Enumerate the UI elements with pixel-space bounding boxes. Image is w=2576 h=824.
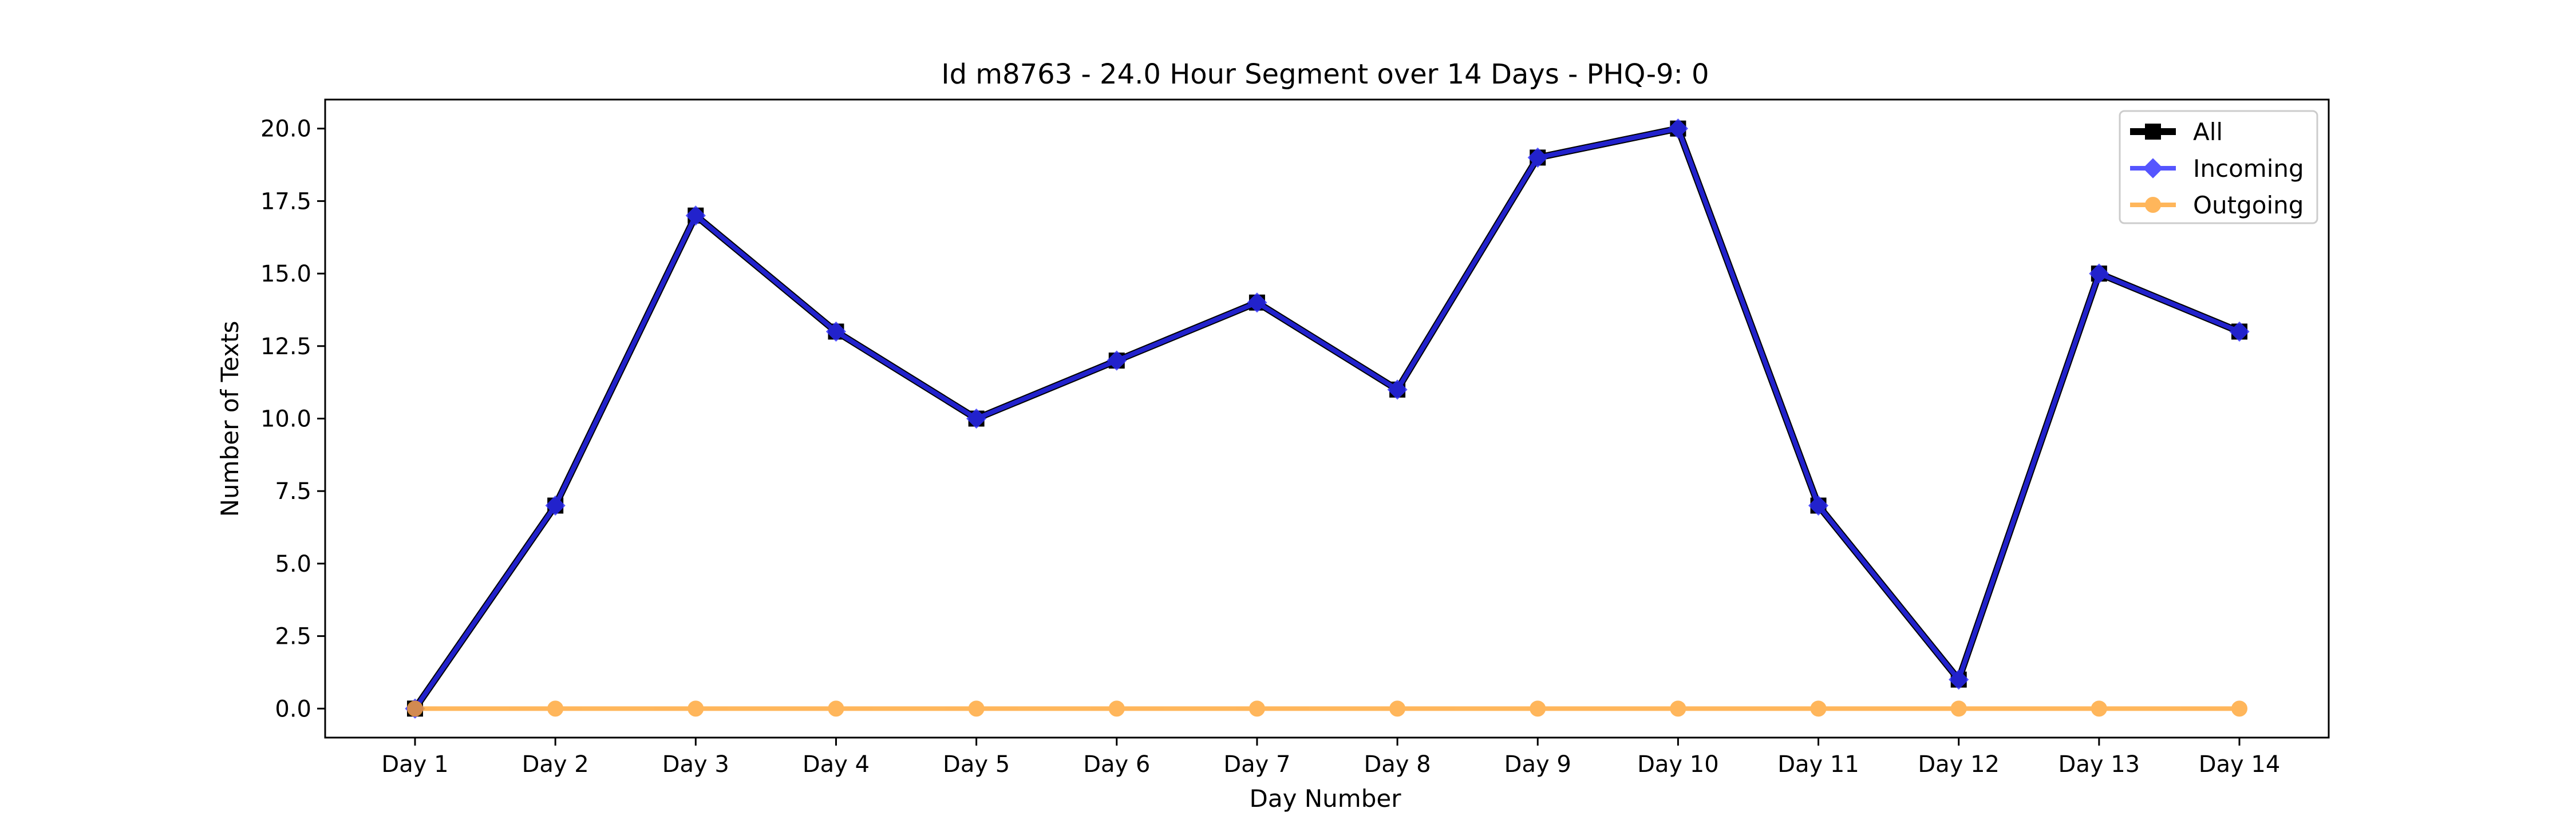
data-point [407,700,423,717]
x-tick-label: Day 2 [522,751,589,778]
data-point [825,321,847,342]
data-point [828,700,844,717]
legend-swatch-marker [2143,158,2163,179]
legend-entry [2130,158,2176,179]
x-tick-label: Day 13 [2059,751,2140,778]
y-tick-label: 20.0 [260,116,311,142]
data-point [1530,700,1546,717]
data-point [1107,350,1127,371]
data-point [685,205,706,226]
data-point [1108,700,1125,717]
plot-frame [324,98,2330,739]
x-tick-label: Day 7 [1223,751,1290,778]
series-line [413,126,2242,711]
data-point [1808,495,1829,516]
chart-title: Id m8763 - 24.0 Hour Segment over 14 Day… [941,58,1709,90]
y-tick-label: 10.0 [260,406,311,433]
x-axis-label: Day Number [1249,785,1401,813]
legend-label: All [2193,118,2223,146]
x-tick-label: Day 12 [1918,751,2000,778]
data-point [1389,700,1406,717]
x-tick-label: Day 14 [2199,751,2281,778]
data-point [2229,321,2250,342]
series-layer [405,118,2250,719]
data-point [1670,700,1686,717]
data-point [2231,700,2247,717]
data-point [966,408,987,429]
series-all [407,120,2247,717]
data-point [2091,700,2107,717]
y-axis: 0.0 2.5 5.0 7.5 10.0 12.5 15.0 17.5 20.0 [260,116,325,722]
data-point [1810,700,1827,717]
x-axis: Day 1 Day 2 Day 3 Day 4 Day 5 Day 6 Day 7 Day 8… [381,738,2280,778]
data-point [1249,700,1265,717]
x-tick-label: Day 5 [943,751,1010,778]
legend: All Incoming Outgoing [2119,110,2318,224]
x-tick-label: Day 1 [381,751,448,778]
data-point [1950,700,1967,717]
x-tick-label: Day 10 [1637,751,1719,778]
data-point [1387,379,1408,400]
x-tick-label: Day 4 [803,751,870,778]
data-point [1527,147,1548,168]
series-outgoing [407,700,2247,717]
y-tick-label: 2.5 [275,624,311,650]
legend-entry [2130,197,2176,213]
y-tick-label: 12.5 [260,334,311,360]
data-point [1668,118,1688,139]
y-tick-label: 0.0 [275,696,311,722]
legend-label: Incoming [2193,154,2304,183]
x-tick-label: Day 8 [1364,751,1431,778]
legend-swatch-marker [2145,124,2161,140]
legend-label: Outgoing [2193,191,2304,219]
y-axis-label: Number of Texts [216,321,244,517]
legend-swatch-marker [2145,197,2161,213]
data-point [2089,263,2109,284]
y-tick-label: 7.5 [275,478,311,505]
x-tick-label: Day 3 [662,751,729,778]
y-tick-label: 17.5 [260,188,311,215]
data-point [968,700,985,717]
data-point [547,700,564,717]
legend-entry [2130,124,2176,140]
data-point [1949,670,1969,690]
x-tick-label: Day 6 [1083,751,1150,778]
y-tick-label: 15.0 [260,261,311,287]
y-tick-label: 5.0 [275,551,311,577]
legend-box [2119,110,2318,224]
series-incoming [405,118,2250,719]
x-tick-label: Day 9 [1504,751,1571,778]
x-tick-label: Day 11 [1777,751,1859,778]
data-point [1247,292,1267,313]
data-point [688,700,704,717]
data-point [545,495,566,516]
